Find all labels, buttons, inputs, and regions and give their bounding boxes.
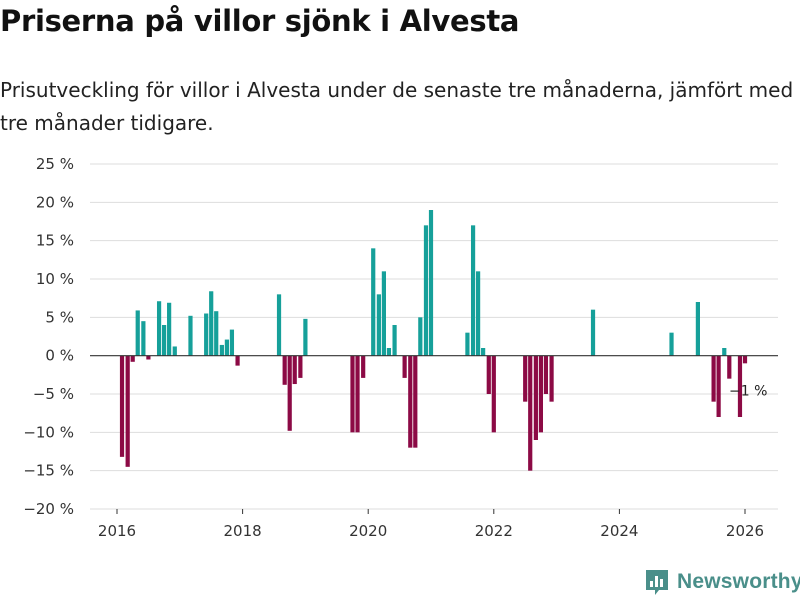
newsworthy-logo: Newsworthy bbox=[644, 568, 800, 596]
data-bar bbox=[355, 355, 360, 433]
data-bar bbox=[119, 355, 125, 457]
data-bar bbox=[386, 348, 392, 356]
data-bar bbox=[125, 355, 130, 467]
x-tick-label: 2018 bbox=[224, 522, 262, 540]
x-tick-label: 2022 bbox=[475, 522, 513, 540]
data-bar bbox=[303, 318, 308, 356]
data-bar bbox=[167, 302, 172, 356]
data-bar bbox=[716, 355, 721, 417]
data-bar bbox=[141, 321, 146, 356]
data-bar bbox=[590, 309, 596, 356]
data-bar bbox=[669, 332, 674, 356]
data-bar bbox=[219, 344, 224, 356]
x-tick-label: 2016 bbox=[98, 522, 136, 540]
data-bar bbox=[486, 355, 491, 394]
data-bar bbox=[376, 294, 381, 356]
y-tick-label: 10 % bbox=[36, 270, 74, 288]
data-bar bbox=[491, 355, 496, 433]
y-tick-label: 5 % bbox=[45, 308, 74, 326]
y-tick-label: 25 % bbox=[36, 155, 74, 173]
data-bar bbox=[172, 346, 177, 356]
chart-subtitle: Prisutveckling för villor i Alvesta unde… bbox=[0, 78, 794, 135]
x-tick-label: 2020 bbox=[349, 522, 387, 540]
data-bar bbox=[235, 355, 240, 366]
data-bar bbox=[737, 355, 743, 417]
data-bar bbox=[742, 355, 748, 364]
data-bar bbox=[408, 355, 413, 448]
y-tick-label: −10 % bbox=[23, 423, 74, 441]
data-bar bbox=[156, 301, 162, 356]
data-bar bbox=[727, 355, 732, 379]
data-bar bbox=[722, 348, 727, 356]
data-bar bbox=[523, 355, 528, 402]
y-tick-label: −20 % bbox=[23, 500, 74, 518]
data-bar bbox=[470, 225, 476, 356]
data-bar bbox=[381, 271, 386, 356]
x-tick-label: 2024 bbox=[600, 522, 638, 540]
data-bar bbox=[162, 325, 167, 356]
data-bar bbox=[298, 355, 303, 378]
data-bar bbox=[276, 294, 282, 356]
y-tick-label: 15 % bbox=[36, 232, 74, 250]
data-bar bbox=[402, 355, 407, 378]
data-bar bbox=[229, 329, 235, 356]
data-bar bbox=[423, 225, 429, 356]
data-bar bbox=[214, 311, 219, 356]
bar-chart-icon bbox=[646, 570, 668, 595]
data-bar bbox=[209, 291, 214, 356]
data-bar bbox=[146, 355, 151, 360]
data-bar bbox=[224, 339, 229, 356]
y-tick-label: 0 % bbox=[45, 347, 74, 365]
data-bar bbox=[350, 355, 355, 433]
data-bar bbox=[392, 325, 397, 356]
data-bar bbox=[282, 355, 287, 385]
y-tick-label: −15 % bbox=[23, 462, 74, 480]
data-bar bbox=[711, 355, 716, 402]
data-bar bbox=[135, 310, 140, 356]
data-bar bbox=[528, 355, 533, 471]
data-bar bbox=[130, 355, 135, 362]
data-bar bbox=[543, 355, 549, 394]
data-bar bbox=[533, 355, 538, 440]
brand-name: Newsworthy bbox=[677, 570, 800, 593]
data-bar bbox=[361, 355, 366, 378]
data-bar bbox=[371, 248, 376, 356]
data-bar bbox=[549, 355, 554, 402]
x-tick-label: 2026 bbox=[726, 522, 764, 540]
data-bar bbox=[188, 315, 193, 356]
data-bar bbox=[292, 355, 297, 385]
y-tick-label: 20 % bbox=[36, 193, 74, 211]
data-bar bbox=[428, 210, 434, 356]
data-bar bbox=[287, 355, 292, 431]
data-bar bbox=[481, 348, 486, 356]
last-value-annotation: −1 % bbox=[729, 383, 767, 399]
data-bar bbox=[538, 355, 543, 433]
y-tick-label: −5 % bbox=[33, 385, 74, 403]
data-bar bbox=[418, 317, 423, 356]
data-bar bbox=[204, 313, 209, 356]
data-bar bbox=[476, 271, 481, 356]
page-title: Priserna på villor sjönk i Alvesta bbox=[0, 4, 520, 38]
data-bar bbox=[413, 355, 418, 448]
data-bar bbox=[695, 302, 700, 356]
data-bar bbox=[465, 332, 470, 356]
